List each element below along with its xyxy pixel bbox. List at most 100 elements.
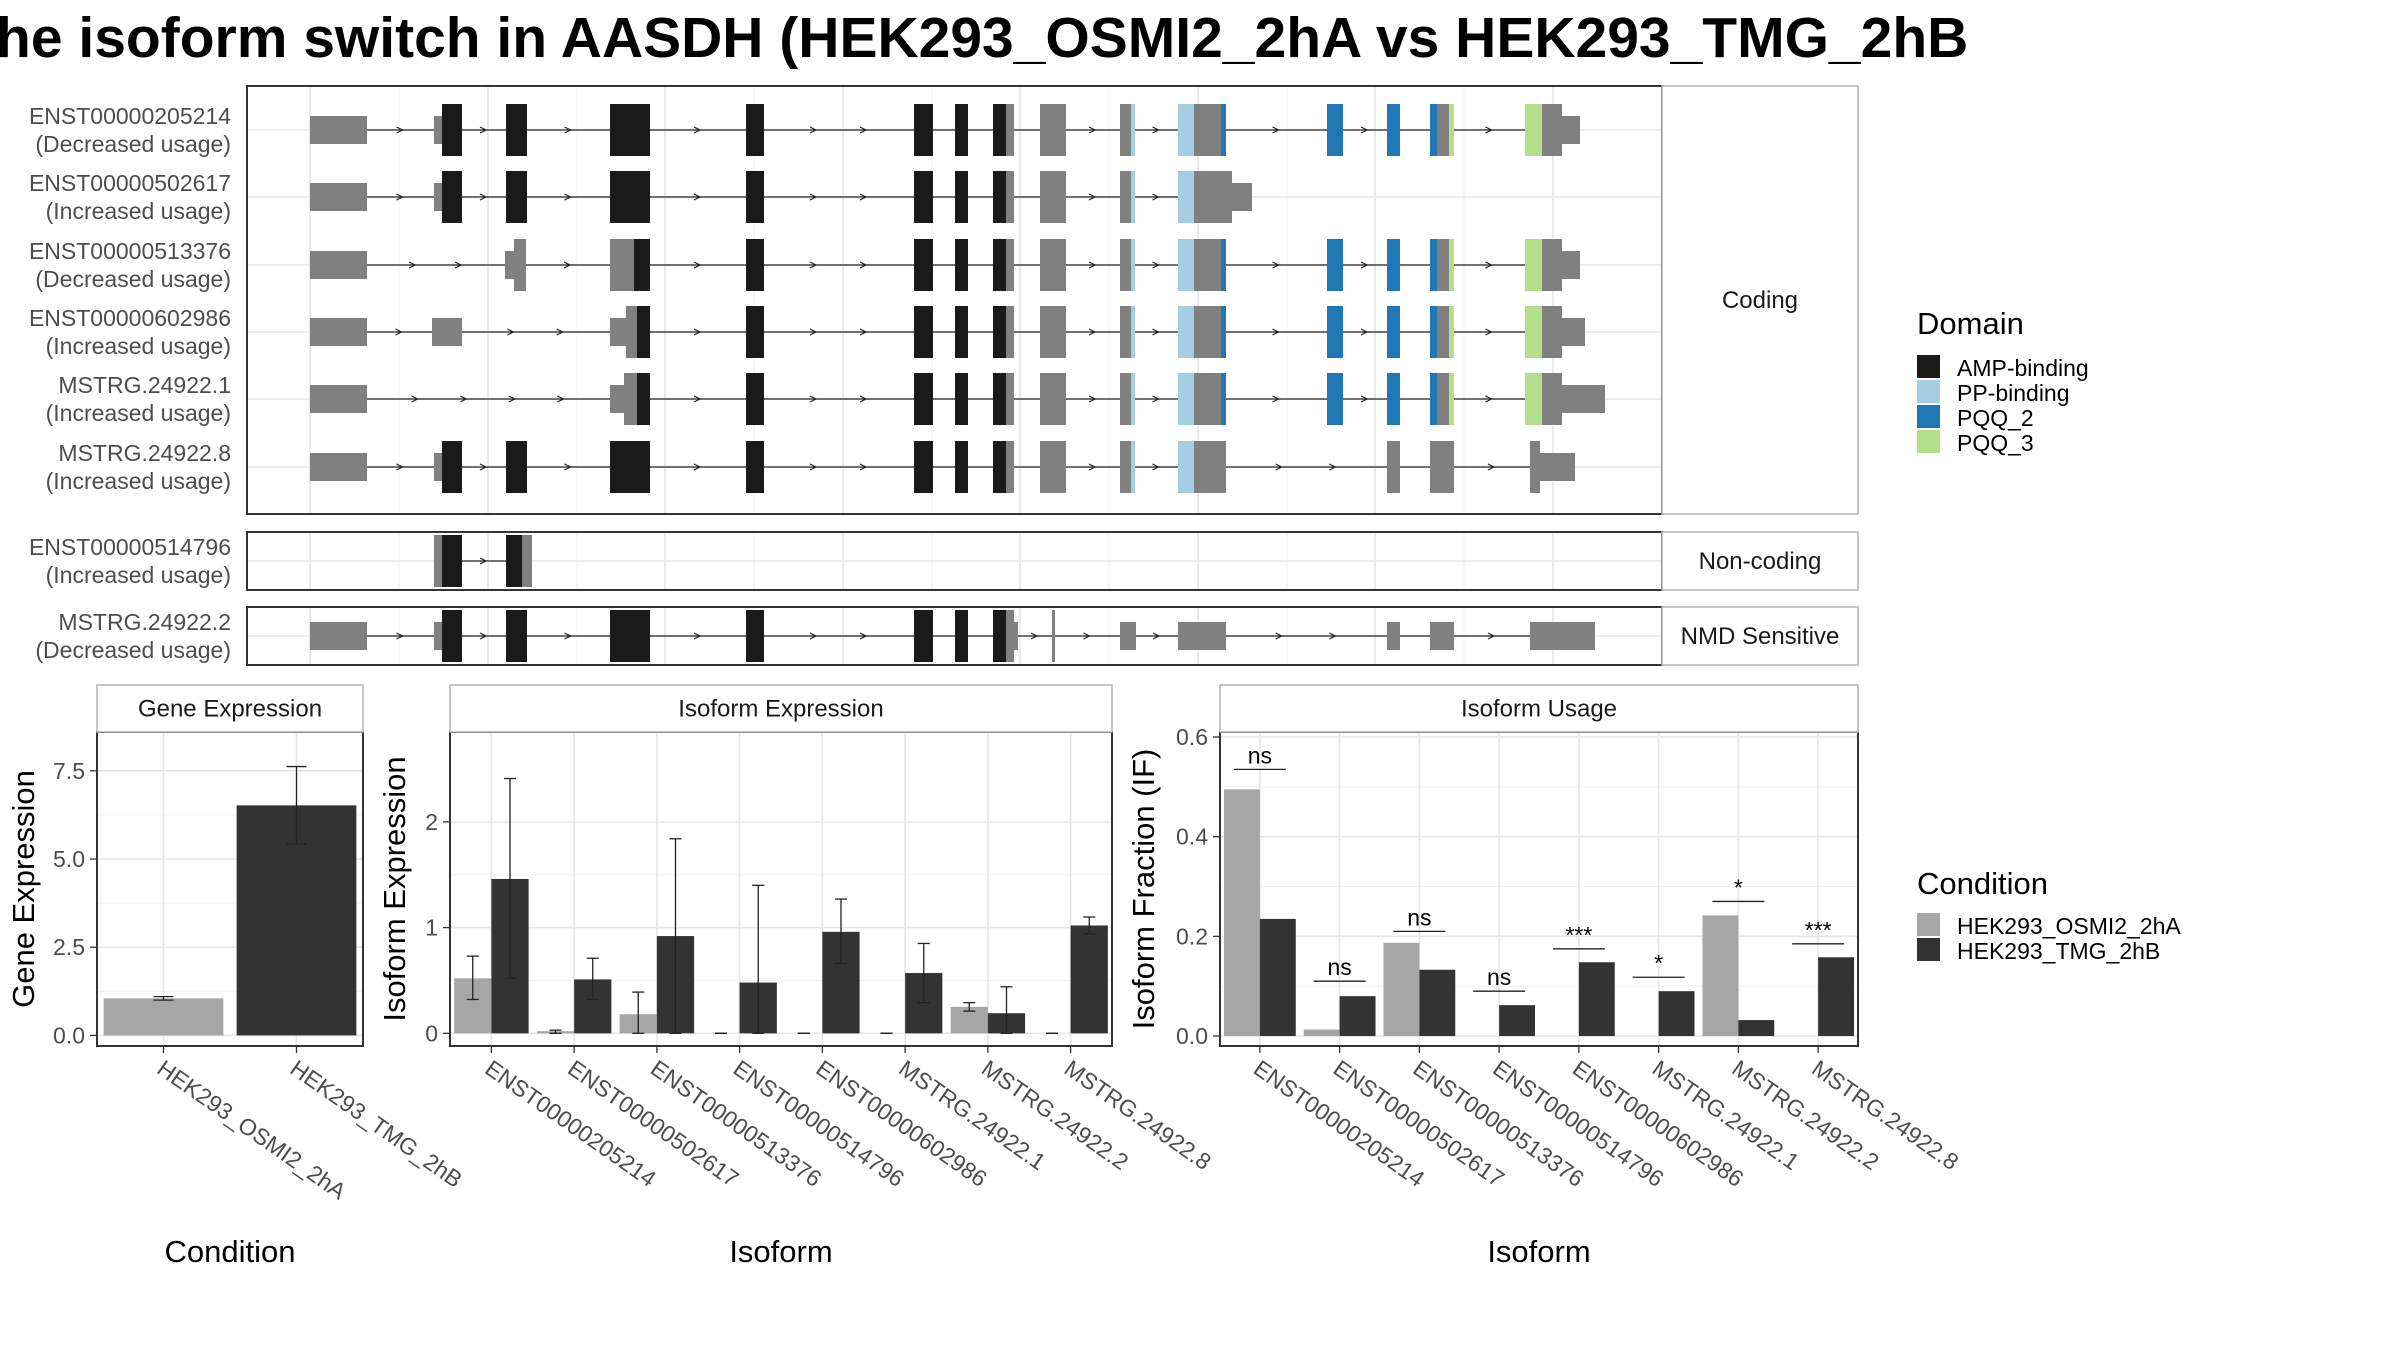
exon [1120,239,1131,291]
x-tick-label: MSTRG.24922.8 [1060,1055,1216,1175]
strand-arrow [1329,632,1337,640]
exon [1437,373,1449,425]
strand-arrow [1485,261,1493,269]
legend-swatch [1917,430,1940,453]
y-tick-label: 5.0 [53,846,85,872]
exon [1327,239,1343,291]
bar [1259,918,1296,1037]
exon [1120,622,1136,650]
legend-swatch [1917,405,1940,428]
exon [1006,239,1014,291]
exon [955,104,968,156]
exon [955,171,968,223]
exon [1120,373,1131,425]
x-axis-title: Isoform [729,1234,832,1269]
exon [1040,373,1066,425]
exon [1387,239,1400,291]
exon [1194,104,1221,156]
exon [746,104,764,156]
exon [1430,104,1437,156]
exon [993,171,1006,223]
bar [1658,991,1695,1037]
exon [1437,104,1449,156]
bar [1070,925,1108,1034]
isoform-usage-label: (Increased usage) [46,198,231,224]
y-tick-label: 2 [425,809,438,835]
legend-swatch [1917,355,1940,378]
exon [1562,116,1580,144]
exon [1040,239,1066,291]
exon [914,239,933,291]
exon [506,171,527,223]
exon [746,373,764,425]
exon [1327,306,1343,358]
y-tick-label: 1 [425,915,438,941]
exon [1040,104,1066,156]
exon [1006,306,1014,358]
figure-title: he isoform switch in AASDH (HEK293_OSMI2… [0,6,1968,70]
exon [1194,171,1232,223]
y-tick-label: 0.0 [53,1022,85,1048]
transcript-ENST00000602986 [310,306,1585,358]
strand-arrow [396,463,404,471]
exon [1221,104,1226,156]
strand-arrow [1152,463,1160,471]
isoform-usage-label: (Increased usage) [46,400,231,426]
strand-arrow [396,126,404,134]
strand-arrow [809,193,818,201]
facet-strip-label: Isoform Usage [1461,696,1617,723]
strand-arrow [508,395,517,403]
exon [442,610,462,662]
strand-arrow [1487,463,1496,471]
bar [1339,996,1376,1037]
exon [1430,306,1437,358]
exon [1178,373,1194,425]
strand-arrow [1485,328,1493,336]
exon [1052,610,1055,662]
legend-label: PP-binding [1957,380,2070,406]
strand-arrow [859,328,868,336]
bar-chart-isoform-expression: Isoform Expression012ENST00000205214ENST… [377,684,1216,1269]
strand-arrow [1152,395,1160,403]
exon [624,373,637,425]
exon [955,373,968,425]
exon [506,610,527,662]
exon [637,306,650,358]
exon [442,441,462,493]
exon [1562,251,1580,279]
exon [914,104,933,156]
exon [506,104,527,156]
y-tick-label: 0 [425,1020,438,1046]
exon [1525,104,1542,156]
y-axis-title: Isoform Expression [377,756,412,1021]
isoform-name-label: MSTRG.24922.8 [58,440,231,466]
exon [914,441,933,493]
facet-strip [1219,684,1859,733]
exon [1430,373,1437,425]
strand-arrow [1272,395,1280,403]
exon [1449,239,1454,291]
exon [1120,306,1131,358]
isoform-usage-label: (Increased usage) [46,562,231,588]
strand-arrow [1275,463,1284,471]
exon [1006,373,1014,425]
exon [610,318,626,346]
exon [610,239,634,291]
legend-title: Condition [1917,866,2048,901]
isoform-name-label: MSTRG.24922.1 [58,372,231,398]
strand-arrow [479,632,488,640]
exon [310,622,367,650]
exon [993,441,1006,493]
exon [442,171,462,223]
strand-arrow [564,126,572,134]
transcript-ENST00000513376 [310,239,1580,291]
y-tick-label: 2.5 [53,934,85,960]
exon [1006,610,1014,662]
bar [1499,1005,1536,1037]
exon [610,385,624,413]
strand-arrow [454,261,463,269]
exon [310,453,367,481]
exon [1562,385,1605,413]
exon [1120,171,1131,223]
structure-panel-background [247,86,1662,514]
